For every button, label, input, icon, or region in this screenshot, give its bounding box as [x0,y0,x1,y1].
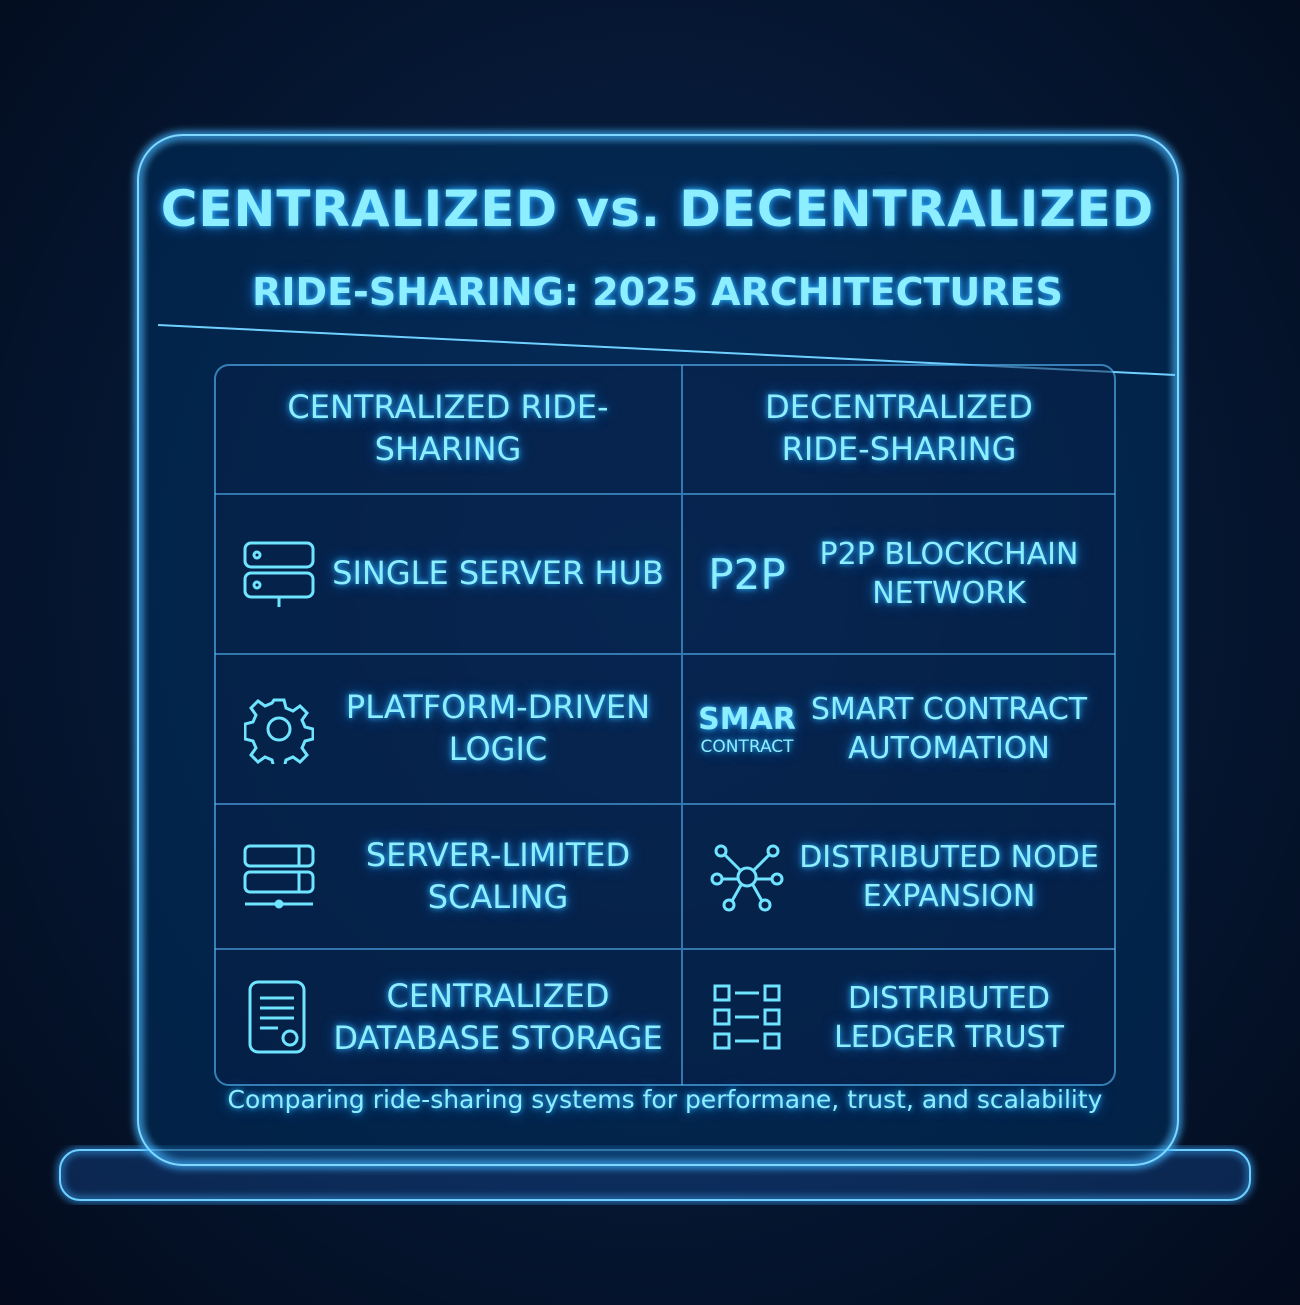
subtitle: RIDE-SHARING: 2025 ARCHITECTURES [252,270,1063,314]
row-label: CENTRALIZED DATABASE STORAGE [333,976,663,1057]
cell: DISTRIBUTED LEDGER TRUST [683,950,1115,1085]
server-icon [243,541,315,607]
row-label: DISTRIBUTED NODE EXPANSION [799,839,1099,914]
network-icon [710,844,784,911]
cell: CENTRALIZED DATABASE STORAGE [215,950,683,1085]
row-label: DISTRIBUTED LEDGER TRUST [834,980,1064,1055]
cell: SERVER-LIMITED SCALING [215,805,683,950]
icon-text: SMAR [698,701,796,737]
title: CENTRALIZED vs. DECENTRALIZED [160,180,1155,238]
cell: SMAR CONTRACT SMART CONTRACT AUTOMATION [683,655,1115,805]
column-header: DECENTRALIZED RIDE-SHARING [683,365,1115,495]
row-label: SERVER-LIMITED SCALING [365,835,631,916]
panel [137,134,1179,1166]
footer: Comparing ride-sharing systems for perfo… [227,1085,1103,1114]
row-label: SINGLE SERVER HUB [332,554,664,593]
document-icon [248,980,306,1053]
column-header: CENTRALIZED RIDE-SHARING [215,365,683,495]
icon-text: CONTRACT [700,736,794,757]
row-label: SMART CONTRACT AUTOMATION [810,692,1088,766]
comparison-table: CENTRALIZED RIDE-SHARING DECENTRALIZED R… [215,365,1115,1085]
cell: SINGLE SERVER HUB [215,495,683,655]
server-icon [243,844,315,908]
row-label: P2P BLOCKCHAIN NETWORK [819,537,1079,611]
cell: PLATFORM-DRIVEN LOGIC [215,655,683,805]
cell: P2P P2P BLOCKCHAIN NETWORK [683,495,1115,655]
gear-icon [244,698,314,764]
icon-text: P2P [708,549,786,599]
row-label: PLATFORM-DRIVEN LOGIC [345,688,651,768]
cell: DISTRIBUTED NODE EXPANSION [683,805,1115,950]
table-frame [214,364,1116,1086]
ledger-icon [713,984,781,1049]
